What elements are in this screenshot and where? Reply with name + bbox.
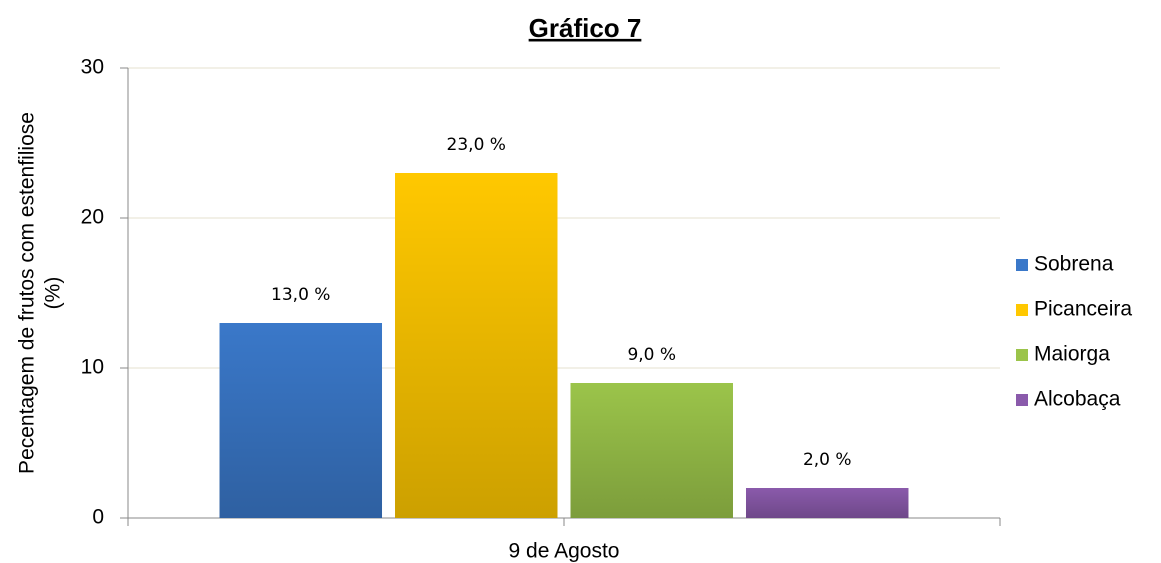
value-label: 2,0 % [803,450,852,470]
y-axis-label: Pecentagem de frutos com estenfiliose [16,112,39,474]
y-tick-label: 0 [92,506,104,529]
legend-swatch [1016,259,1028,271]
legend-swatch [1016,304,1028,316]
legend-label: Alcobaça [1034,388,1121,411]
legend-label: Picanceira [1034,298,1132,321]
y-tick-label: 20 [81,206,104,229]
bar-shade [219,323,383,518]
legend-swatch [1016,394,1028,406]
chart-title: Gráfico 7 [529,13,642,43]
bar-shade [395,173,558,518]
y-tick-label: 10 [81,356,104,379]
x-tick-label: 9 de Agosto [509,540,620,563]
legend-label: Sobrena [1034,253,1114,276]
y-tick-label: 30 [81,56,104,79]
value-label: 9,0 % [627,345,676,365]
bar-shade [570,383,733,518]
value-label: 23,0 % [447,135,506,155]
bar-shade [745,488,909,518]
legend-label: Maiorga [1034,343,1110,366]
value-label: 13,0 % [271,285,330,305]
legend-swatch [1016,349,1028,361]
y-axis-label: (%) [42,277,65,310]
